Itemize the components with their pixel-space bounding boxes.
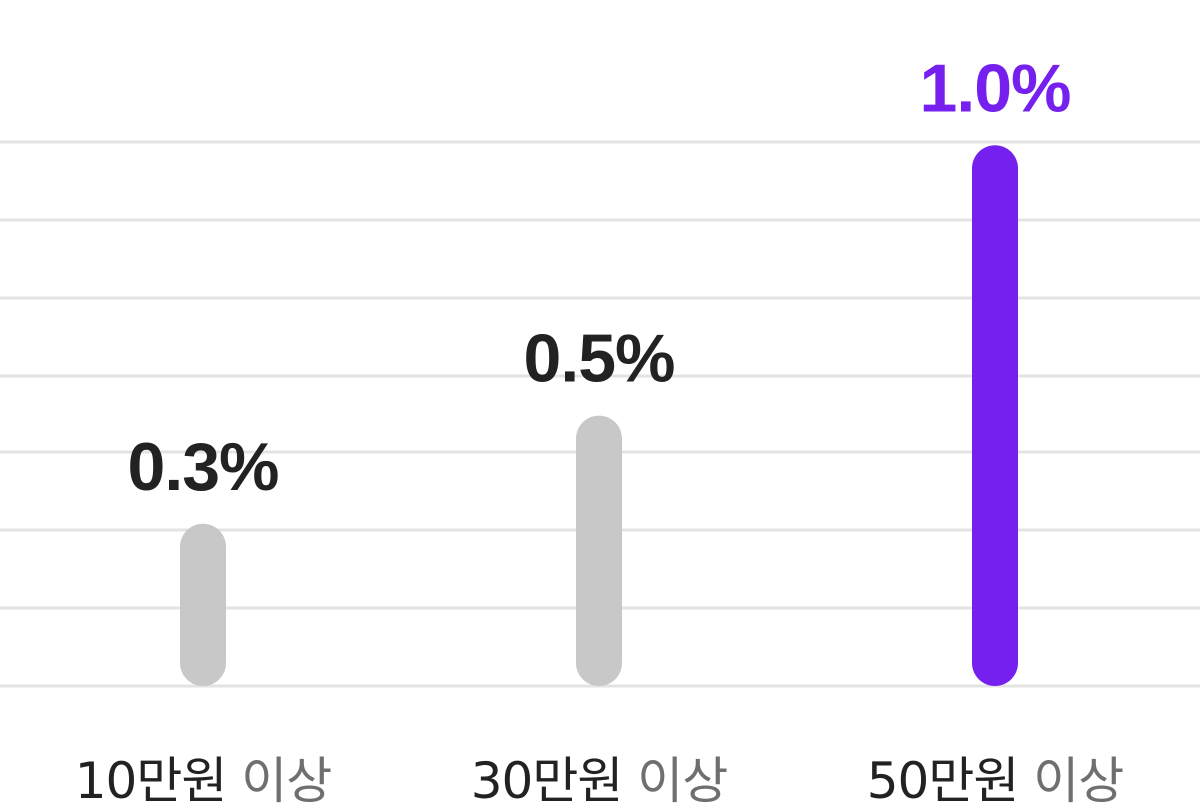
- value-label-2: 1.0%: [920, 50, 1071, 126]
- bar-1: [576, 415, 622, 686]
- category-label-2: 50만원 이상: [867, 752, 1124, 810]
- category-suffix-0: 이상: [226, 752, 331, 810]
- category-labels: 10만원 이상 30만원 이상 50만원 이상: [75, 752, 1125, 810]
- bar-2: [972, 145, 1018, 686]
- bar-0: [180, 523, 226, 686]
- category-suffix-2: 이상: [1018, 752, 1123, 810]
- category-label-1: 30만원 이상: [471, 752, 728, 810]
- bars: [180, 145, 1018, 686]
- category-label-0: 10만원 이상: [75, 752, 332, 810]
- value-labels: 0.3% 0.5% 1.0%: [128, 50, 1072, 505]
- value-label-0: 0.3%: [128, 429, 279, 505]
- category-amount-1: 30만원: [471, 752, 623, 810]
- category-amount-0: 10만원: [75, 752, 227, 810]
- category-suffix-1: 이상: [622, 752, 727, 810]
- value-label-1: 0.5%: [524, 321, 675, 397]
- category-amount-2: 50만원: [867, 752, 1019, 810]
